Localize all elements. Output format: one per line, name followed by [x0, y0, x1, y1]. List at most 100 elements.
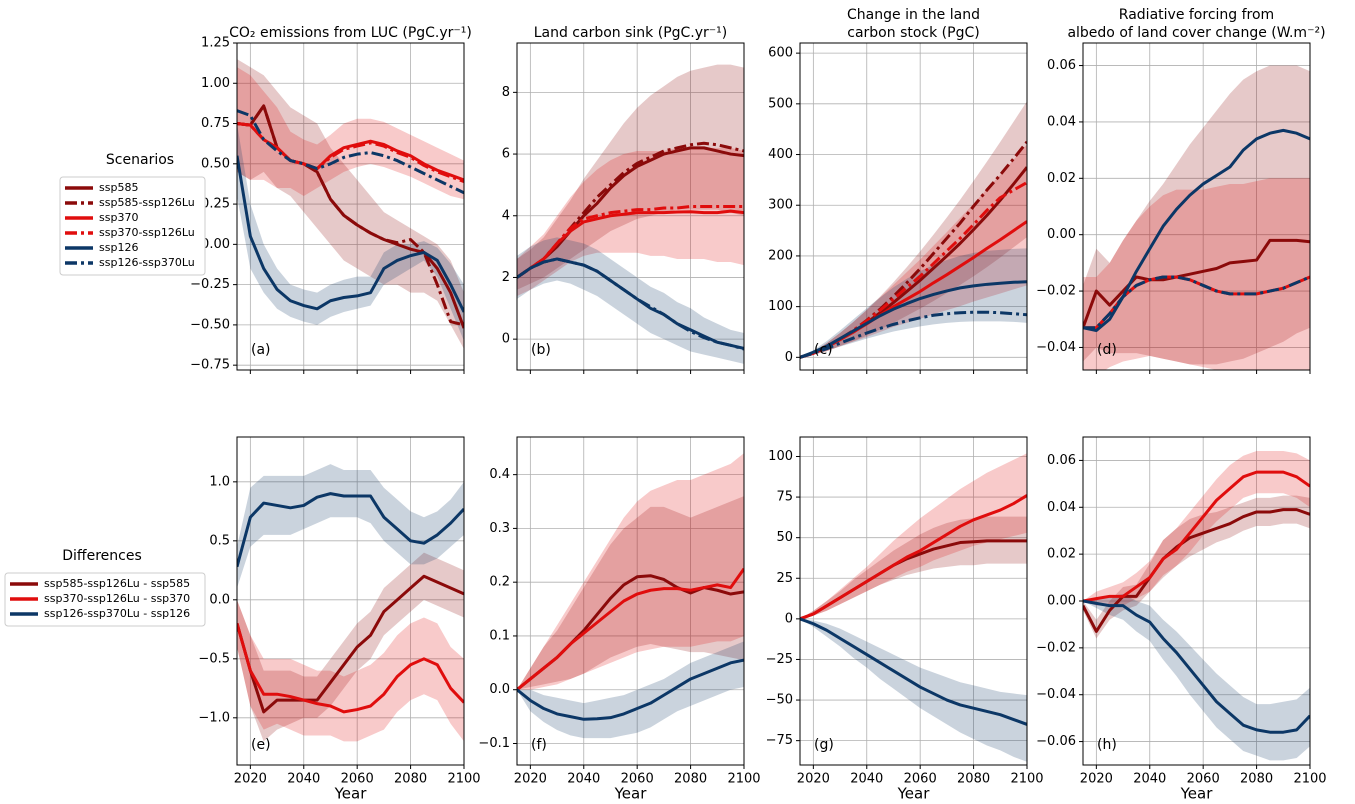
x-axis-label: Year [1180, 785, 1214, 803]
panel-label: (d) [1097, 342, 1117, 358]
plot-frame [236, 42, 465, 371]
x-tick-label: 2100 [447, 772, 480, 787]
plot-area [237, 464, 464, 742]
plot-area [517, 453, 744, 739]
x-tick-label: 2040 [287, 772, 320, 787]
y-tick-label: 500 [768, 96, 793, 111]
y-tick-label: 0.5 [209, 533, 230, 548]
uncertainty-band [237, 123, 464, 342]
plot-frame [799, 436, 1028, 766]
panel: −0.06 −0.04 −0.02 0.00 0.02 0.04 0.06 2020 2040 2… [1036, 436, 1327, 803]
panel: −0.04 −0.02 0.00 0.02 0.04 0.06 Radiative forc… [1036, 7, 1326, 374]
legend-label: ssp370 [99, 211, 138, 224]
x-tick-label: 2060 [904, 772, 937, 787]
y-tick-label: −0.75 [190, 358, 230, 373]
uncertainty-band [517, 64, 744, 290]
legend-label: ssp585-ssp126Lu - ssp585 [44, 577, 190, 590]
panel-label: (g) [814, 737, 834, 753]
x-tick-label: 2080 [1240, 772, 1273, 787]
series-line [1083, 470, 1310, 603]
y-tick-label: −25 [766, 652, 793, 667]
plot-area [800, 453, 1027, 762]
uncertainty-band [237, 599, 464, 742]
legend-box [59, 176, 206, 276]
uncertainty-band [1083, 178, 1310, 370]
y-tick-label: 0.75 [201, 116, 230, 131]
y-tick-label: −0.06 [1036, 734, 1076, 749]
x-axis-label: Year [897, 785, 931, 803]
plot-frame [799, 42, 1028, 371]
legend-box [4, 572, 206, 627]
series-line [237, 623, 464, 714]
chart-title: CO₂ emissions from LUC (PgC.yr⁻¹) [229, 25, 472, 41]
legend-label: ssp126-ssp370Lu - ssp126 [44, 607, 190, 620]
panel: −75 −50 −25 0 25 50 75 100 2020 2040 2060 2080 2100 Y… [766, 436, 1044, 803]
x-tick-label: 2060 [1187, 772, 1220, 787]
y-tick-label: 0.2 [489, 575, 510, 590]
y-tick-label: 0.4 [489, 467, 510, 482]
y-tick-label: 2 [502, 270, 510, 285]
y-tick-label: 600 [768, 46, 793, 61]
y-tick-label: −75 [766, 733, 793, 748]
series-line [800, 280, 1027, 359]
y-tick-label: −0.02 [1036, 284, 1076, 299]
legend-label: ssp126-ssp370Lu [99, 256, 195, 269]
series-line [517, 658, 744, 721]
y-tick-label: 200 [768, 248, 793, 263]
x-tick-label: 2080 [394, 772, 427, 787]
series-line [237, 492, 464, 568]
panel: 0 100 200 300 400 500 600 Change in the land car… [768, 7, 1028, 374]
legend-label: ssp370-ssp126Lu - ssp370 [44, 592, 190, 605]
uncertainty-band [800, 101, 1027, 358]
y-tick-label: 0.04 [1047, 500, 1076, 515]
chart-title: carbon stock (PgC) [847, 25, 979, 41]
plot-frame [516, 42, 745, 371]
y-tick-label: 100 [768, 299, 793, 314]
uncertainty-band [237, 464, 464, 589]
series-line [1083, 599, 1310, 734]
y-tick-label: 0 [785, 350, 793, 365]
x-tick-label: 2100 [1010, 772, 1043, 787]
x-tick-label: 2060 [341, 772, 374, 787]
plot-frame [516, 436, 745, 766]
y-tick-label: −0.5 [198, 651, 230, 666]
uncertainty-band [517, 453, 744, 690]
series-line [237, 122, 464, 183]
x-tick-label: 2040 [850, 772, 883, 787]
y-tick-label: −0.50 [190, 317, 230, 332]
uncertainty-band [237, 67, 464, 200]
plot-area [1083, 65, 1310, 370]
uncertainty-band [517, 641, 744, 739]
series-line [237, 574, 464, 714]
y-tick-label: 0.0 [489, 682, 510, 697]
y-tick-label: 300 [768, 198, 793, 213]
panel-label: (b) [531, 342, 551, 358]
x-tick-label: 2040 [1133, 772, 1166, 787]
y-tick-label: 0 [502, 332, 510, 347]
panel: −0.75 −0.50 −0.25 0.00 0.25 0.50 0.75 1.00 1.25C… [59, 25, 472, 374]
x-tick-label: 2040 [567, 772, 600, 787]
y-tick-label: 0.02 [1047, 171, 1076, 186]
y-tick-label: −0.04 [1036, 340, 1076, 355]
plot-area [1083, 451, 1310, 761]
series-line [237, 104, 464, 327]
x-axis-label: Year [614, 785, 648, 803]
series-line [1083, 128, 1310, 333]
legend-title: Scenarios [106, 152, 174, 168]
y-tick-label: 100 [768, 449, 793, 464]
plot-frame [236, 436, 465, 766]
y-tick-label: 0.25 [201, 197, 230, 212]
panel: −1.0 −0.5 0.0 0.5 1.0 2020 2040 2060 2080 2100 Yea… [4, 436, 481, 803]
uncertainty-band [1083, 451, 1310, 606]
y-tick-label: −50 [766, 693, 793, 708]
y-tick-label: 25 [776, 571, 793, 586]
y-tick-label: 0.02 [1047, 547, 1076, 562]
y-tick-label: −1.0 [198, 710, 230, 725]
x-tick-label: 2100 [1293, 772, 1326, 787]
plot-area [237, 59, 464, 350]
series-line [800, 310, 1027, 359]
legend-label: ssp585 [99, 181, 138, 194]
x-tick-label: 2060 [621, 772, 654, 787]
series-line [237, 155, 464, 313]
